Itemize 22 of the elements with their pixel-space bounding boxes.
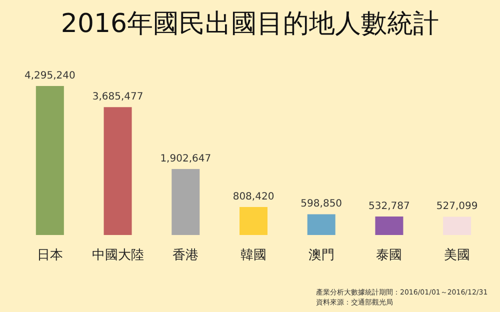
bar	[307, 214, 336, 235]
data-label: 4,295,240	[24, 70, 76, 82]
data-label: 3,685,477	[92, 92, 144, 103]
x-tick-label: 韓國	[240, 248, 266, 263]
data-label: 1,902,647	[160, 154, 212, 164]
bar	[104, 107, 132, 235]
data-label: 527,099	[436, 201, 478, 212]
x-tick-label: 香港	[172, 248, 199, 263]
x-tick-label: 泰國	[376, 248, 402, 263]
bar	[443, 216, 472, 235]
x-tick-label: 澳門	[308, 248, 334, 263]
x-tick-label: 中國大陸	[92, 248, 144, 263]
x-tick-label: 日本	[36, 248, 63, 263]
data-label: 532,787	[368, 201, 410, 212]
data-label: 598,850	[300, 198, 342, 210]
bar	[36, 86, 64, 235]
chart-title: 2016年國民出國目的地人數統計	[60, 9, 440, 39]
x-tick-label: 美國	[444, 247, 470, 263]
bar	[240, 206, 268, 235]
bar	[172, 169, 200, 235]
bar	[375, 216, 404, 235]
data-label: 808,420	[232, 191, 274, 202]
